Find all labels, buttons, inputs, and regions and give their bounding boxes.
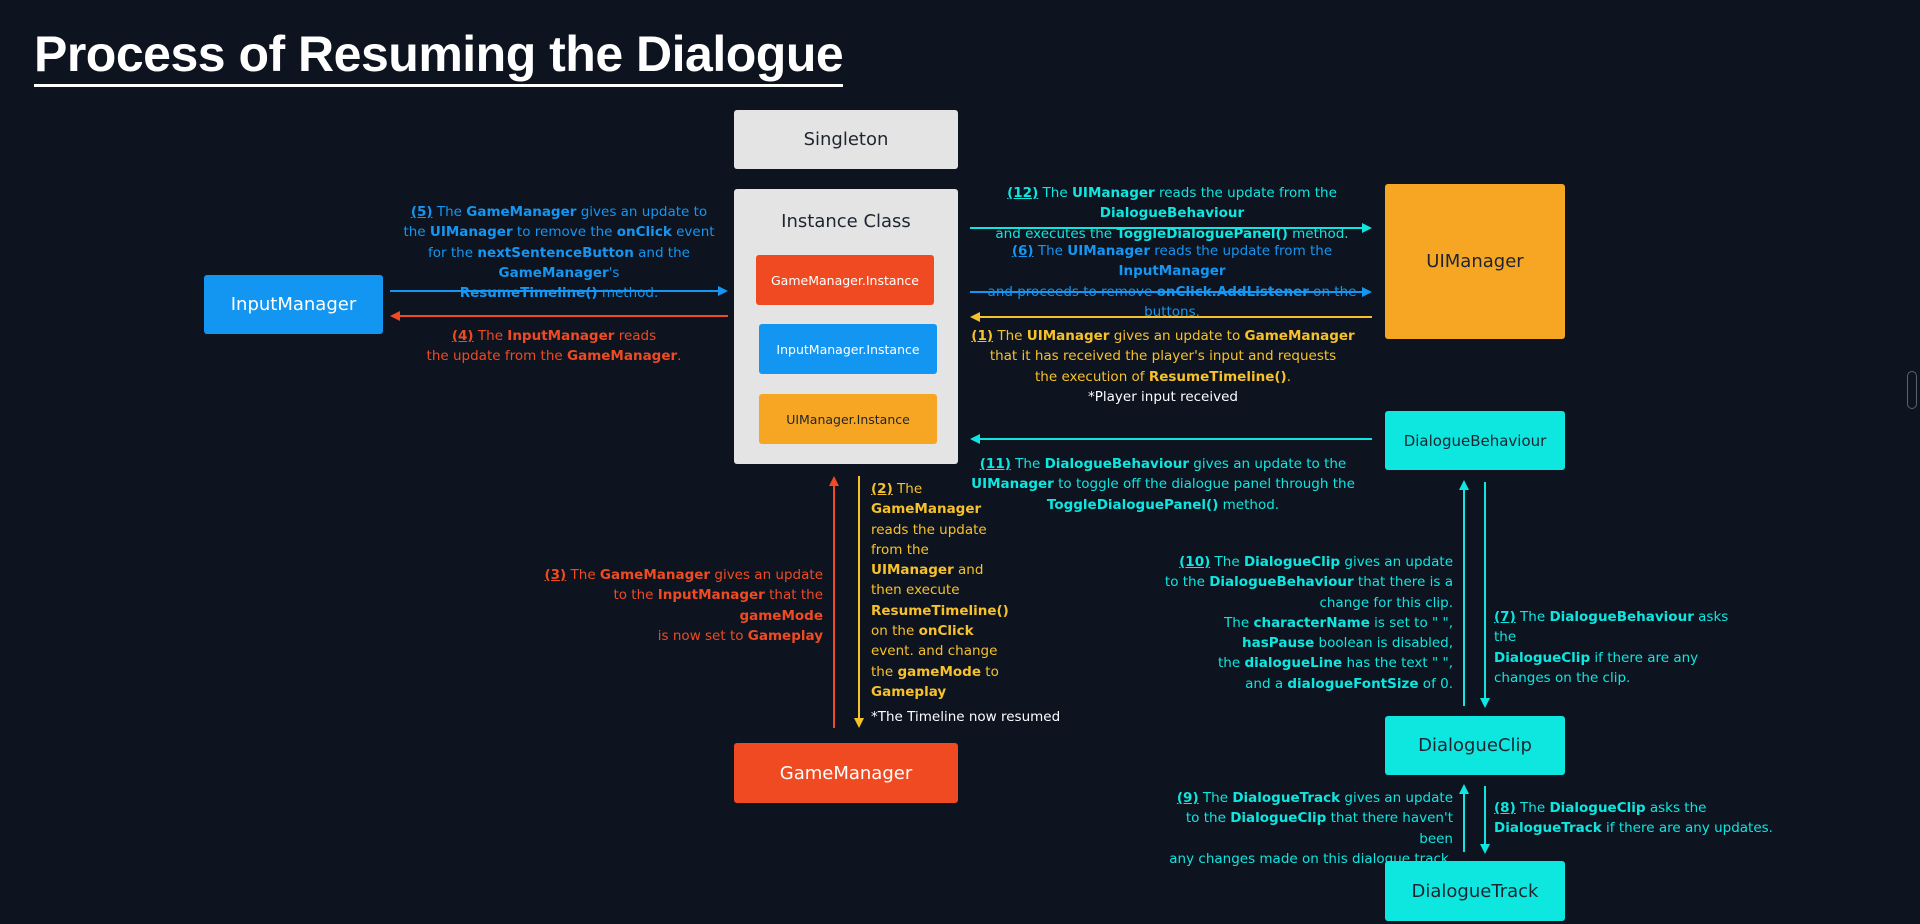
instance-class-panel: Instance Class GameManager.Instance Inpu…: [734, 189, 958, 464]
note-6: (6) The UIManager reads the update from …: [987, 243, 1357, 320]
input-manager-box: InputManager: [204, 275, 383, 334]
game-manager-instance: GameManager.Instance: [756, 255, 934, 305]
game-manager-box: GameManager: [734, 743, 958, 803]
note-4: (4) The InputManager reads the update fr…: [426, 328, 682, 365]
note-9: (9) The DialogueTrack gives an update to…: [1169, 790, 1453, 867]
note-11: (11) The DialogueBehaviour gives an upda…: [971, 456, 1355, 513]
dialogue-track-box: DialogueTrack: [1385, 861, 1565, 921]
singleton-box: Singleton: [734, 110, 958, 169]
note-2: (2) The GameManager reads the update fro…: [871, 481, 1009, 700]
dialogue-behaviour-box: DialogueBehaviour: [1385, 411, 1565, 470]
ui-manager-instance: UIManager.Instance: [759, 394, 937, 444]
note-10: (10) The DialogueClip gives an update to…: [1164, 554, 1453, 692]
input-manager-instance: InputManager.Instance: [759, 324, 937, 374]
ui-manager-box: UIManager: [1385, 184, 1565, 339]
note-3: (3) The GameManager gives an update to t…: [544, 567, 823, 644]
page-title: Process of Resuming the Dialogue: [34, 26, 844, 87]
dialogue-clip-box: DialogueClip: [1385, 716, 1565, 775]
note-12: (12) The UIManager reads the update from…: [995, 185, 1349, 242]
note-7: (7) The DialogueBehaviour asks the Dialo…: [1494, 609, 1729, 686]
note-5: (5) The GameManager gives an update to t…: [403, 204, 715, 302]
scrollbar-thumb[interactable]: [1907, 371, 1917, 409]
note-1: (1) The UIManager gives an update to Gam…: [971, 328, 1355, 405]
timeline-resumed-note: *The Timeline now resumed: [871, 709, 1061, 725]
note-8: (8) The DialogueClip asks the DialogueTr…: [1494, 800, 1773, 837]
instance-class-title: Instance Class: [781, 211, 911, 232]
